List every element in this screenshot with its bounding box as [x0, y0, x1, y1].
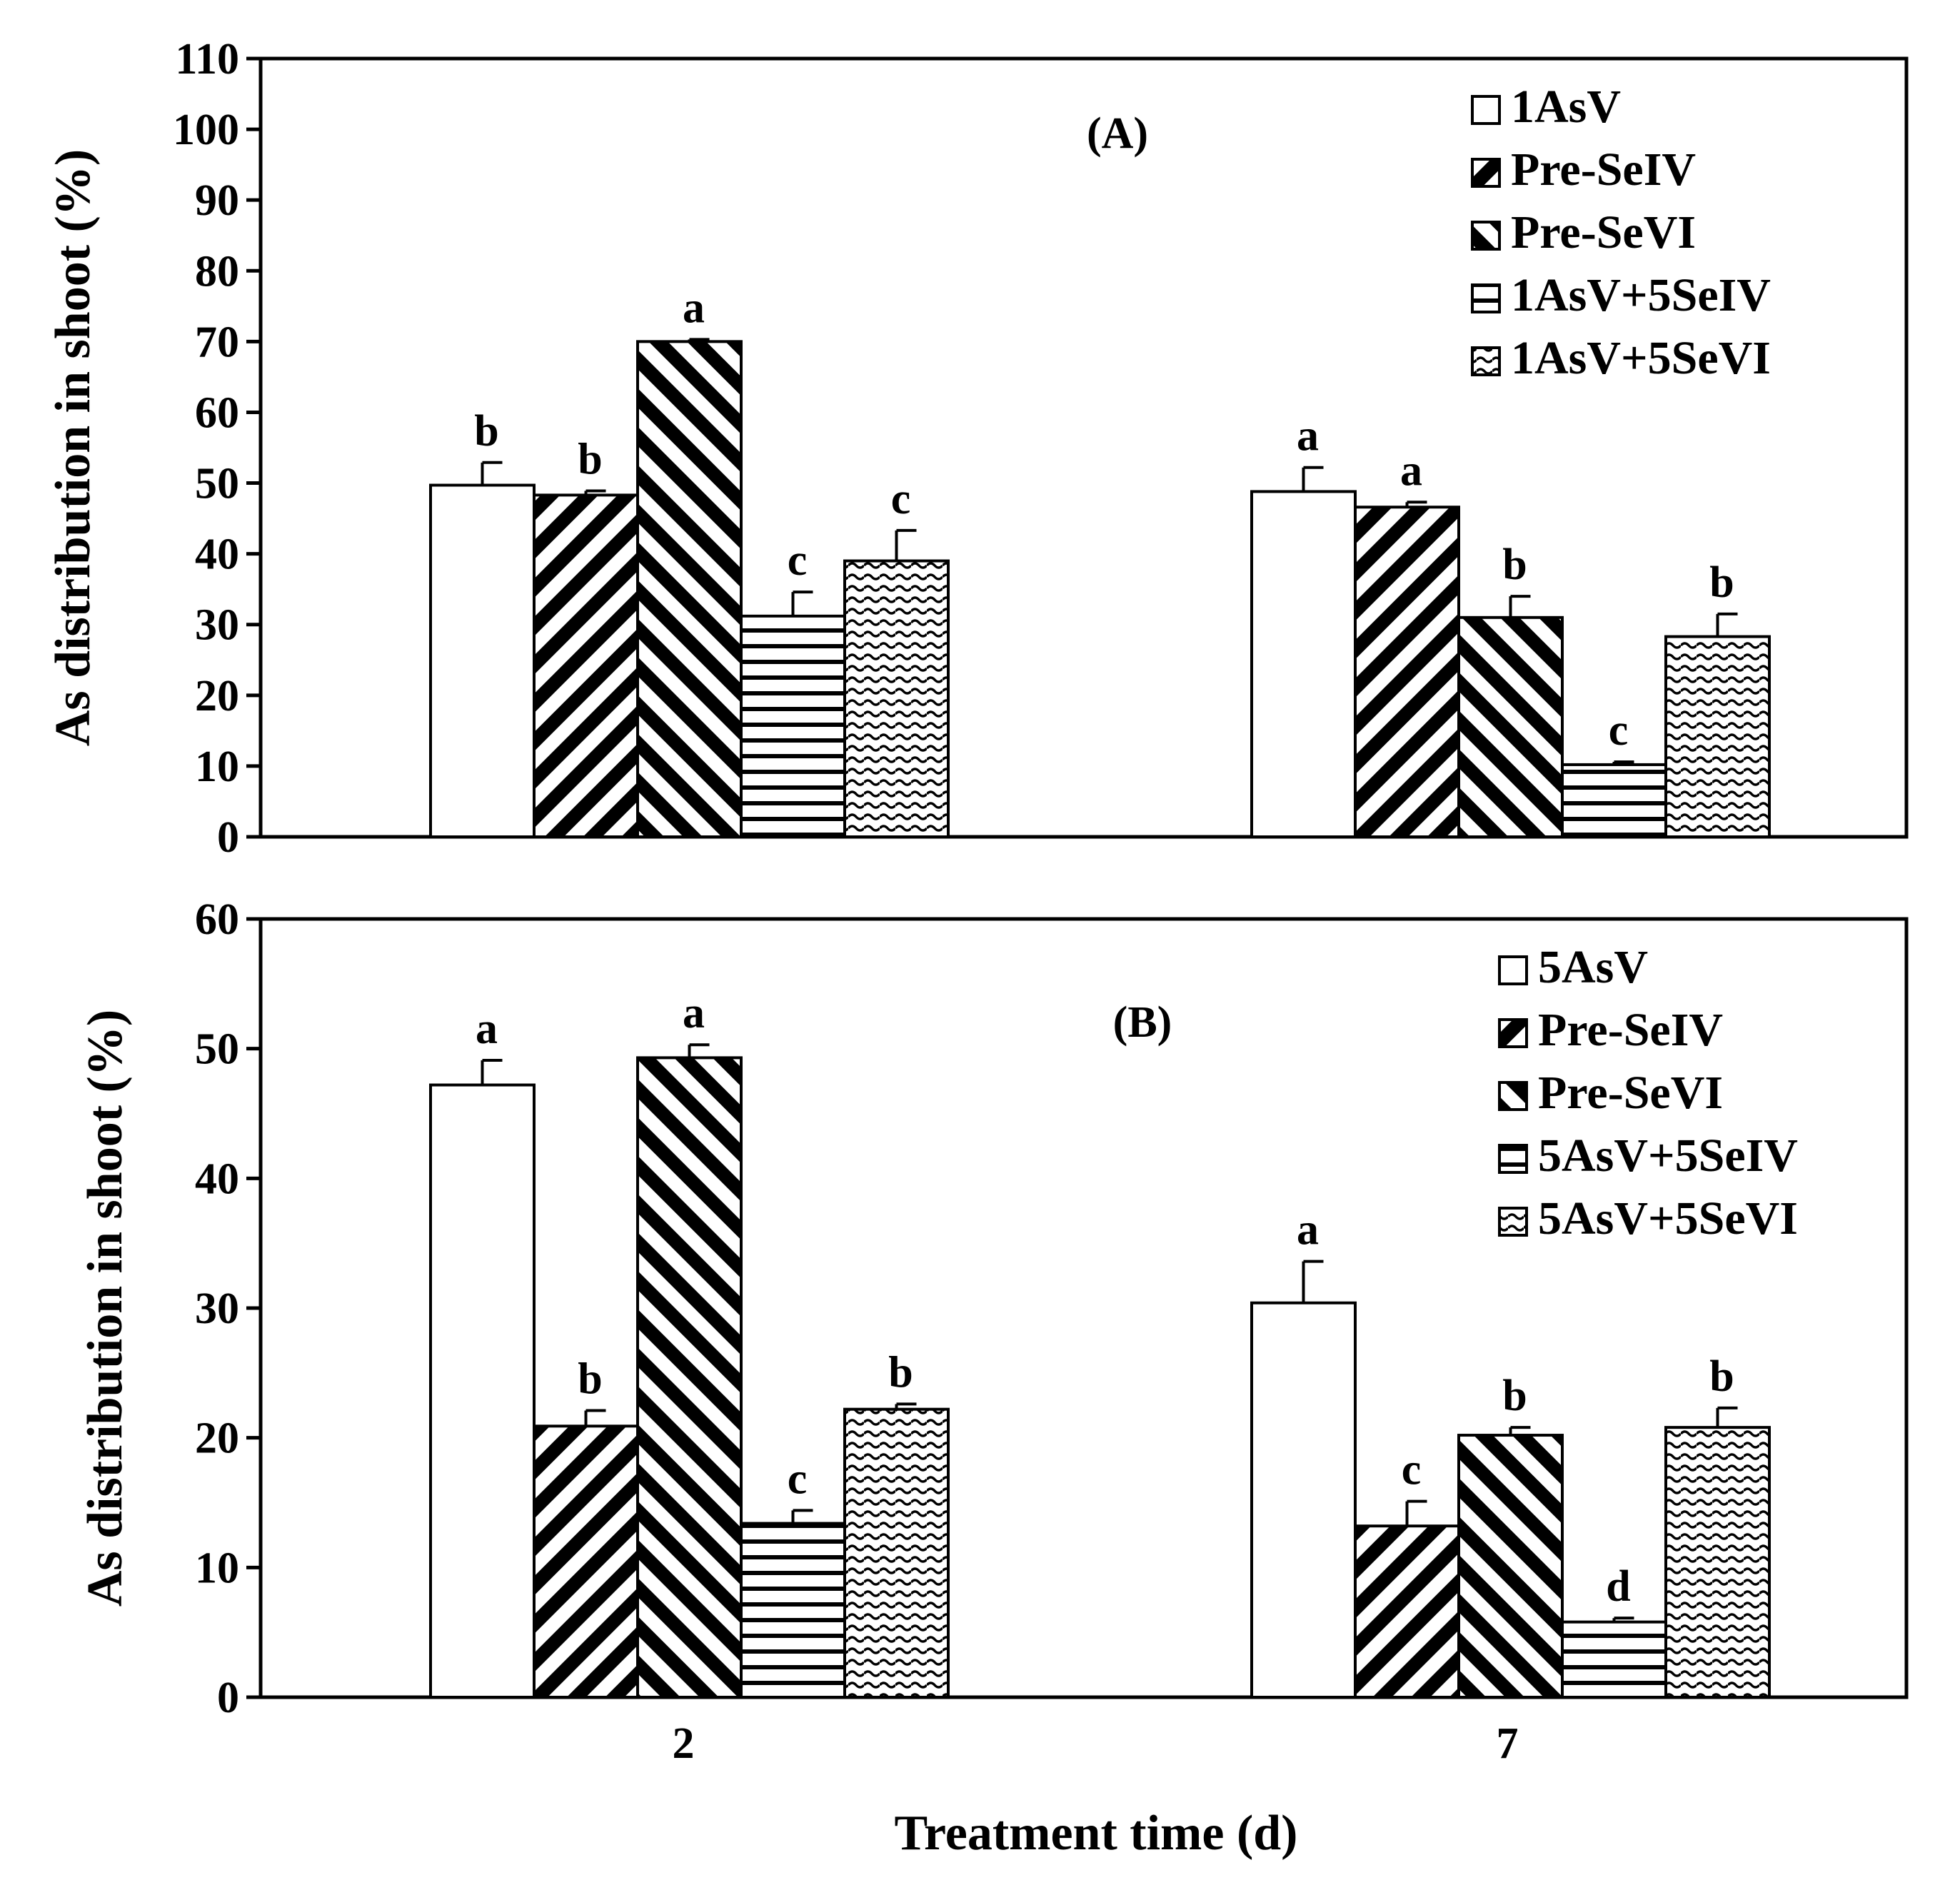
- panel-a-label: (A): [1087, 109, 1148, 158]
- significance-letter: c: [1609, 706, 1629, 755]
- panel-b-chart: 0 10 20 30 40 50 60 a a b c a b c d b b As distribution…: [78, 895, 1909, 1722]
- y-tick-label: 30: [195, 1285, 239, 1333]
- significance-letter: a: [683, 283, 705, 332]
- bar: [843, 1407, 950, 1699]
- bar: [1250, 490, 1357, 838]
- significance-letter: b: [1502, 541, 1527, 589]
- significance-letter: d: [1606, 1562, 1630, 1611]
- significance-letter: b: [1502, 1372, 1527, 1420]
- bar: [429, 1083, 536, 1699]
- panel-b-label: (B): [1113, 998, 1172, 1047]
- bar: [740, 614, 846, 838]
- significance-letter: c: [788, 536, 808, 585]
- panel-b-bars: a a b c a b c d b b: [429, 989, 1771, 1699]
- y-tick-label: 10: [195, 1544, 239, 1592]
- panel-a-y-axis-title: As distribution in shoot (%): [46, 149, 101, 746]
- significance-letter: c: [1402, 1446, 1422, 1494]
- legend-swatch: [1471, 346, 1501, 376]
- bar: [533, 493, 639, 839]
- y-tick-label: 90: [195, 176, 239, 225]
- y-tick-label: 20: [195, 672, 239, 720]
- y-tick-label: 0: [217, 1674, 239, 1722]
- legend-swatch: [1498, 955, 1528, 985]
- bar: [1457, 1434, 1564, 1699]
- bar: [1457, 615, 1564, 838]
- bar: [1354, 1524, 1460, 1699]
- significance-letter: a: [476, 1005, 498, 1053]
- legend-label: 1AsV+5SeVI: [1511, 332, 1771, 384]
- legend-swatch: [1498, 1018, 1528, 1048]
- bar: [740, 1522, 846, 1699]
- legend-swatch: [1498, 1081, 1528, 1111]
- panel-a-bars: b a b a a b c c c b: [429, 283, 1771, 839]
- y-tick-label: 30: [195, 601, 239, 650]
- legend-label: 1AsV+5SeIV: [1511, 269, 1771, 321]
- legend-swatch: [1471, 283, 1501, 313]
- bar: [636, 340, 743, 838]
- legend-swatch: [1471, 158, 1501, 188]
- significance-letter: c: [891, 475, 911, 523]
- legend-swatch: [1471, 95, 1501, 125]
- y-tick-label: 60: [195, 388, 239, 437]
- bar: [1354, 506, 1460, 839]
- legend-label: Pre-SeVI: [1511, 206, 1696, 258]
- bar: [1561, 1620, 1667, 1699]
- y-tick-label: 60: [195, 895, 239, 944]
- panel-a-legend: 1AsV Pre-SeIV Pre-SeVI 1AsV+5SeIV 1AsV+5SeVI: [1471, 81, 1771, 384]
- bar: [636, 1056, 743, 1699]
- significance-letter: b: [1709, 558, 1734, 607]
- legend-label: 5AsV+5SeIV: [1538, 1130, 1798, 1182]
- significance-letter: b: [888, 1348, 913, 1397]
- y-tick-label: 10: [195, 743, 239, 791]
- y-tick-label: 40: [195, 531, 239, 579]
- y-tick-label: 110: [175, 35, 239, 84]
- significance-letter: c: [788, 1454, 808, 1503]
- y-tick-label: 20: [195, 1414, 239, 1463]
- significance-letter: b: [578, 1355, 602, 1404]
- legend-label: Pre-SeVI: [1538, 1067, 1723, 1119]
- y-tick-label: 50: [195, 1025, 239, 1074]
- legend-label: 5AsV+5SeVI: [1538, 1192, 1798, 1245]
- panel-a-plot-frame: [258, 56, 1909, 839]
- y-tick-label: 50: [195, 460, 239, 508]
- legend-swatch: [1498, 1207, 1528, 1237]
- legend-swatch: [1471, 221, 1501, 251]
- bar: [1561, 763, 1667, 838]
- legend-label: Pre-SeIV: [1538, 1004, 1723, 1056]
- x-category-labels: 2 7: [673, 1719, 1519, 1768]
- legend-label: Pre-SeIV: [1511, 144, 1696, 196]
- bar: [1664, 1426, 1771, 1699]
- significance-letter: a: [1297, 412, 1319, 461]
- bar: [1664, 635, 1771, 839]
- x-category-label-2: 2: [673, 1719, 695, 1768]
- significance-letter: b: [474, 407, 498, 456]
- legend-label: 5AsV: [1538, 941, 1648, 993]
- panel-b-legend: 5AsV Pre-SeIV Pre-SeVI 5AsV+5SeIV 5AsV+5SeVI: [1498, 941, 1798, 1245]
- panel-b-y-axis-title: As distribution in shoot (%): [78, 1010, 133, 1607]
- significance-letter: b: [578, 435, 602, 483]
- y-tick-label: 70: [195, 318, 239, 366]
- y-tick-label: 40: [195, 1155, 239, 1203]
- panel-a-chart: 0 10 20 30 40 50 60 70 80 90 100 110 b a b a a b c c c b As …: [46, 35, 1909, 862]
- y-tick-label: 100: [173, 106, 239, 154]
- y-tick-label: 0: [217, 813, 239, 862]
- y-tick-label: 80: [195, 247, 239, 296]
- panel-b-y-ticks: 0 10 20 30 40 50 60: [195, 895, 261, 1722]
- significance-letter: a: [683, 989, 705, 1037]
- x-category-label-7: 7: [1497, 1719, 1519, 1768]
- significance-letter: a: [1297, 1206, 1319, 1255]
- legend-swatch: [1498, 1144, 1528, 1174]
- bar: [843, 559, 950, 839]
- panel-a-y-ticks: 0 10 20 30 40 50 60 70 80 90 100 110: [173, 35, 261, 862]
- legend-label: 1AsV: [1511, 81, 1621, 133]
- bar: [429, 483, 536, 838]
- x-axis-title: Treatment time (d): [895, 1806, 1298, 1861]
- bar: [1250, 1301, 1357, 1699]
- bar: [533, 1424, 639, 1699]
- significance-letter: a: [1400, 446, 1422, 495]
- significance-letter: b: [1709, 1352, 1734, 1401]
